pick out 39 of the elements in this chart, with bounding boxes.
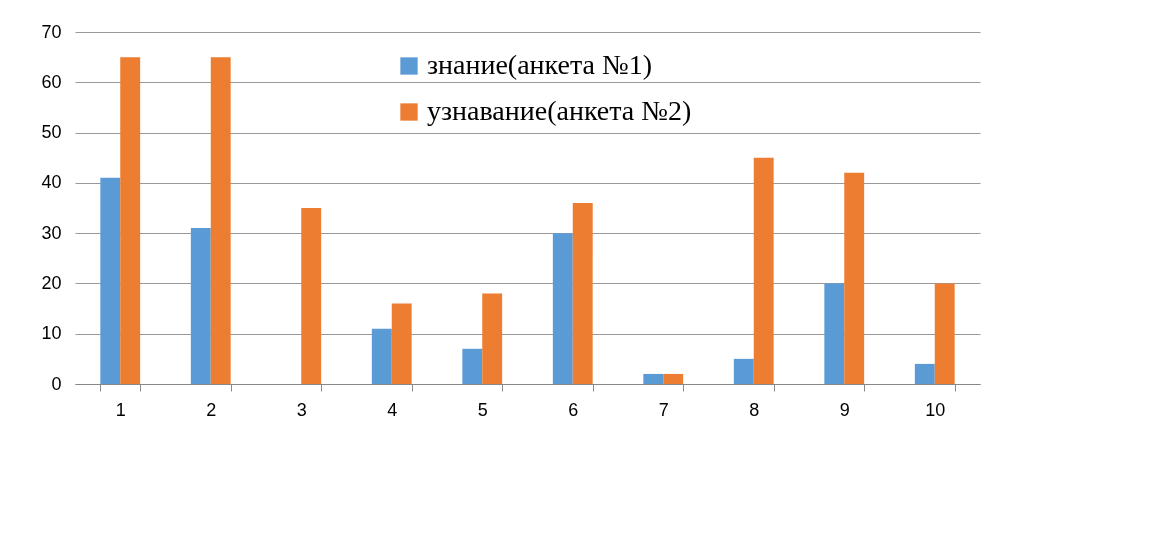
x-tick-label: 10 <box>925 399 946 420</box>
x-tick-label: 2 <box>206 399 217 420</box>
y-tick-label: 60 <box>41 71 62 92</box>
y-tick-label: 20 <box>41 272 62 293</box>
x-tick-label: 6 <box>568 399 579 420</box>
legend-label: знание(анкета №1) <box>427 49 652 80</box>
bar <box>844 172 865 384</box>
bar <box>210 57 231 384</box>
bar <box>482 293 503 384</box>
x-tick-label: 9 <box>839 399 850 420</box>
bar <box>643 373 664 384</box>
bar <box>914 363 935 384</box>
bar <box>120 57 141 384</box>
bar <box>663 373 684 384</box>
bar <box>552 233 573 384</box>
bar <box>100 177 121 384</box>
y-tick-label: 40 <box>41 172 62 193</box>
bar <box>301 208 322 384</box>
x-tick-label: 7 <box>658 399 669 420</box>
bar <box>824 283 845 384</box>
y-tick-label: 0 <box>51 373 62 394</box>
x-tick-label: 4 <box>387 399 398 420</box>
x-tick-label: 3 <box>296 399 307 420</box>
x-tick-label: 8 <box>749 399 760 420</box>
legend-label: узнавание(анкета №2) <box>427 95 692 126</box>
y-tick-label: 70 <box>41 21 62 42</box>
y-tick-label: 30 <box>41 222 62 243</box>
bar <box>190 228 211 384</box>
bar <box>934 283 955 384</box>
bar <box>371 328 392 384</box>
bar <box>733 358 754 384</box>
bar <box>572 202 593 384</box>
bar <box>391 303 412 384</box>
bar <box>753 157 774 384</box>
x-tick-label: 5 <box>477 399 488 420</box>
bar <box>462 348 483 384</box>
y-tick-label: 10 <box>41 323 62 344</box>
y-tick-label: 50 <box>41 122 62 143</box>
x-tick-label: 1 <box>115 399 126 420</box>
